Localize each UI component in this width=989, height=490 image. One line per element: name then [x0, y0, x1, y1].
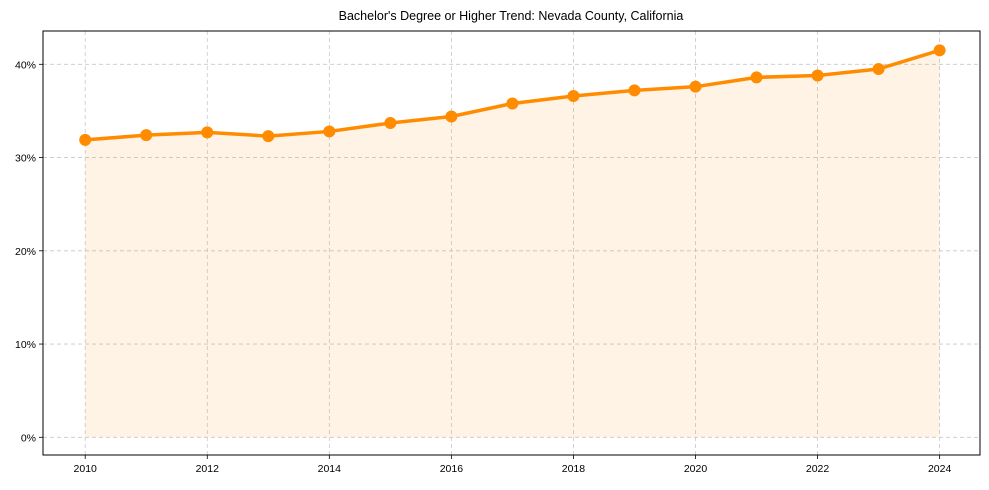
- grid: [43, 31, 980, 455]
- x-tick-label: 2022: [806, 463, 830, 475]
- data-point-marker: [323, 125, 336, 138]
- x-axis: 2010 2012 2014 2016 2018 2020 2022 2024: [74, 455, 952, 475]
- y-tick-label: 10%: [15, 339, 36, 351]
- axes-frame: [42, 30, 981, 456]
- data-point-marker: [79, 133, 92, 146]
- x-tick-label: 2020: [684, 463, 708, 475]
- y-tick-label: 20%: [15, 246, 36, 258]
- x-tick-label: 2010: [74, 463, 98, 475]
- data-point-marker: [201, 126, 214, 139]
- y-tick-label: 40%: [15, 59, 36, 71]
- area-fill: [85, 50, 940, 438]
- data-point-marker: [262, 130, 275, 143]
- data-point-marker: [506, 97, 519, 110]
- y-tick-label: 30%: [15, 153, 36, 165]
- x-tick-label: 2024: [928, 463, 952, 475]
- data-point-marker: [445, 110, 458, 123]
- x-tick-label: 2014: [318, 463, 342, 475]
- data-point-marker: [384, 117, 397, 130]
- x-tick-label: 2016: [440, 463, 464, 475]
- data-point-marker: [933, 44, 946, 57]
- data-point-marker: [689, 80, 702, 93]
- data-point-marker: [140, 129, 153, 142]
- chart-title: Bachelor's Degree or Higher Trend: Nevad…: [339, 9, 684, 23]
- data-point-marker: [567, 90, 580, 103]
- data-point-marker: [811, 69, 824, 82]
- data-markers: [79, 44, 946, 146]
- data-point-marker: [628, 84, 641, 97]
- data-point-marker: [750, 71, 763, 84]
- y-tick-label: 0%: [21, 432, 36, 444]
- x-tick-label: 2018: [562, 463, 586, 475]
- x-tick-label: 2012: [196, 463, 220, 475]
- y-axis: 0% 10% 20% 30% 40%: [15, 59, 43, 444]
- data-point-marker: [872, 62, 885, 75]
